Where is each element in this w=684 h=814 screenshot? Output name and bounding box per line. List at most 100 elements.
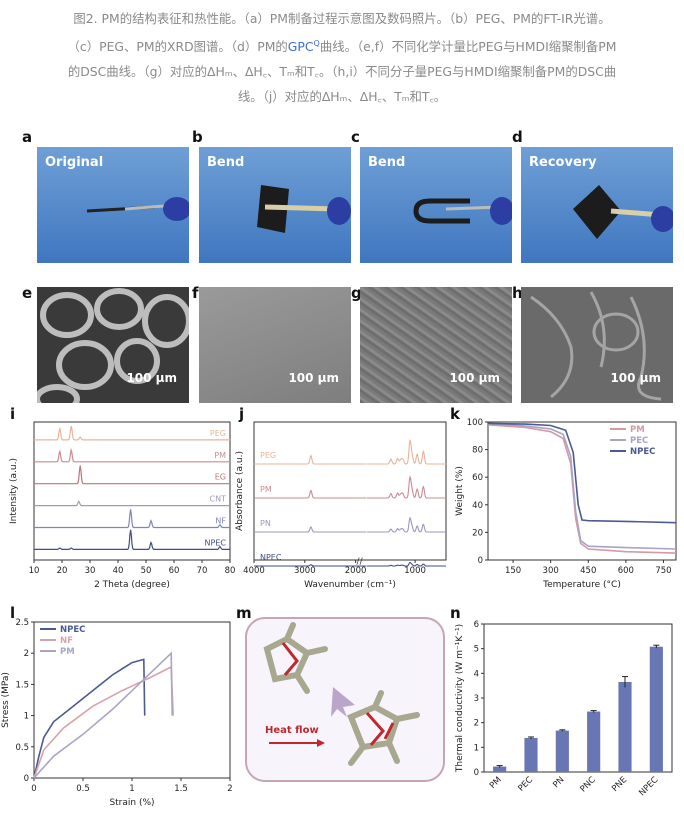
y-tick-label: 0 — [478, 556, 483, 566]
series-line-npec — [487, 422, 677, 524]
y-tick-label: 1.5 — [15, 680, 29, 690]
x-tick-label: 10 — [29, 566, 40, 576]
x-tick-label: 600 — [618, 566, 634, 576]
panel-k-label: k — [450, 405, 460, 423]
sem-rough: 100 μm — [360, 287, 512, 403]
series-line-npec — [33, 658, 146, 779]
scale-bar: 100 μm — [610, 371, 661, 385]
y-tick-label: 3 — [474, 694, 479, 704]
plot-frame — [33, 421, 231, 561]
photo-recovery: Recovery — [521, 147, 673, 263]
ftir-series-pn — [254, 516, 446, 533]
series-label-pn: PN — [260, 519, 271, 528]
plot-frame — [253, 421, 447, 561]
x-tick-label: 80 — [225, 566, 236, 576]
category-label-pne: PNE — [610, 775, 629, 794]
bar-pec — [524, 737, 538, 772]
xrd-series-eg — [34, 465, 230, 485]
x-tick-label: 50 — [141, 566, 152, 576]
y-tick-label: 2 — [24, 649, 29, 659]
series-label-nf: NF — [215, 517, 226, 526]
category-label-pec: PEC — [516, 775, 535, 794]
panel-c-label: c — [351, 128, 360, 146]
series-label-peg: PEG — [260, 451, 276, 460]
xrd-series-nf — [34, 509, 230, 529]
series-label-pm: PM — [260, 485, 272, 494]
category-label-pm: PM — [488, 775, 504, 791]
category-label-pnc: PNC — [578, 775, 597, 794]
photo-recovery-label: Recovery — [529, 155, 597, 170]
panel-l-label: l — [10, 604, 16, 622]
y-tick-label: 40 — [472, 501, 483, 511]
x-tick-label: 1.5 — [174, 784, 188, 794]
y-axis-label: Stress (MPa) — [1, 672, 11, 728]
panel-i-label: i — [10, 405, 16, 423]
xrd-series-pm — [34, 447, 230, 463]
figure-caption: 图2. PM的结构表征和热性能。（a）PM制备过程示意图及数码照片。（b）PEG… — [8, 6, 676, 109]
plot-frame — [487, 421, 677, 561]
legend-label-pec: PEC — [630, 436, 648, 446]
photo-original: Original — [37, 147, 189, 263]
film-recovered-image — [573, 185, 673, 239]
legend-label-npec: NPEC — [60, 625, 85, 635]
photo-bend-2: Bend — [360, 147, 512, 263]
plot-frame — [483, 623, 673, 773]
x-axis-label: 2 Theta (degree) — [94, 580, 170, 590]
y-tick-label: 6 — [474, 620, 479, 630]
xrd-series-npec — [34, 529, 230, 550]
legend-label-pm: PM — [630, 425, 645, 435]
x-tick-label: 2 — [227, 784, 232, 794]
y-tick-label: 60 — [472, 473, 483, 483]
x-tick-label: 750 — [655, 566, 671, 576]
series-label-pm: PM — [214, 451, 226, 460]
caption-line-3: 的DSC曲线。（g）对应的ΔHₘ、ΔH꜀、Tₘ和T꜀。（h,i）不同分子量PEG… — [67, 64, 617, 80]
search-icon[interactable]: Q — [313, 39, 320, 48]
film-bent-image — [257, 185, 351, 233]
y-tick-label: 2 — [474, 719, 479, 729]
y-tick-label: 1 — [474, 743, 479, 753]
panel-f-label: f — [192, 284, 199, 302]
x-tick-label: 3000 — [294, 566, 316, 576]
caption-line-2: （c）PEG、PM的XRD图谱。（d）PM的GPCQ曲线。（e,f）不同化学计量… — [67, 39, 617, 55]
bar-npec — [649, 646, 663, 772]
y-tick-label: 0 — [24, 774, 29, 784]
xrd-series-peg — [34, 425, 230, 441]
y-tick-label: 0 — [474, 768, 479, 778]
x-tick-label: 70 — [197, 566, 208, 576]
series-label-npec: NPEC — [260, 553, 282, 562]
x-tick-label: 1000 — [404, 566, 426, 576]
series-line-pm — [33, 651, 173, 779]
y-axis-label: Thermal conductivity (W m⁻¹K⁻¹) — [455, 624, 465, 773]
photo-bend-1: Bend — [199, 147, 351, 263]
panel-a-label: a — [22, 128, 33, 146]
bar-pne — [618, 681, 632, 772]
sem-foam: 100 μm — [37, 287, 189, 403]
x-axis-label: Wavenumber (cm⁻¹) — [304, 580, 396, 590]
bar-pn — [555, 730, 569, 772]
sem-smooth: 100 μm — [199, 287, 351, 403]
film-u-bent-image — [413, 197, 512, 225]
photo-original-label: Original — [45, 155, 104, 170]
series-label-npec: NPEC — [205, 538, 227, 547]
y-tick-label: 80 — [472, 446, 483, 456]
xrd-chart: 10 20 30 40 50 60 70 80 2 Theta (degree) Intensit… — [9, 421, 236, 590]
x-tick-label: 40 — [113, 566, 124, 576]
x-tick-label: 0.5 — [76, 784, 90, 794]
axis-break-mark: // — [357, 557, 364, 567]
panel-h-label: h — [512, 284, 523, 302]
stress-strain-chart: 0 0.5 1 1.5 2 0 0.5 1 1.5 2 2.5 Strain (%) Stress (M… — [1, 618, 233, 808]
y-tick-label: 0.5 — [15, 743, 29, 753]
sem-composite-texture — [530, 291, 662, 401]
heat-flow-label: Heat flow — [265, 725, 319, 736]
ftir-series-npec — [254, 561, 446, 567]
x-tick-label: 300 — [543, 566, 559, 576]
scale-bar: 100 μm — [449, 371, 500, 385]
y-axis-label: Intensity (a.u.) — [9, 458, 19, 524]
x-tick-label: 60 — [169, 566, 180, 576]
panel-d-label: d — [512, 128, 523, 146]
x-tick-label: 2000 — [345, 566, 367, 576]
gpc-link[interactable]: GPC — [287, 39, 314, 55]
y-tick-label: 100 — [467, 418, 483, 428]
heat-flow-schematic: Heat flow — [245, 617, 445, 782]
scale-bar: 100 μm — [288, 371, 339, 385]
